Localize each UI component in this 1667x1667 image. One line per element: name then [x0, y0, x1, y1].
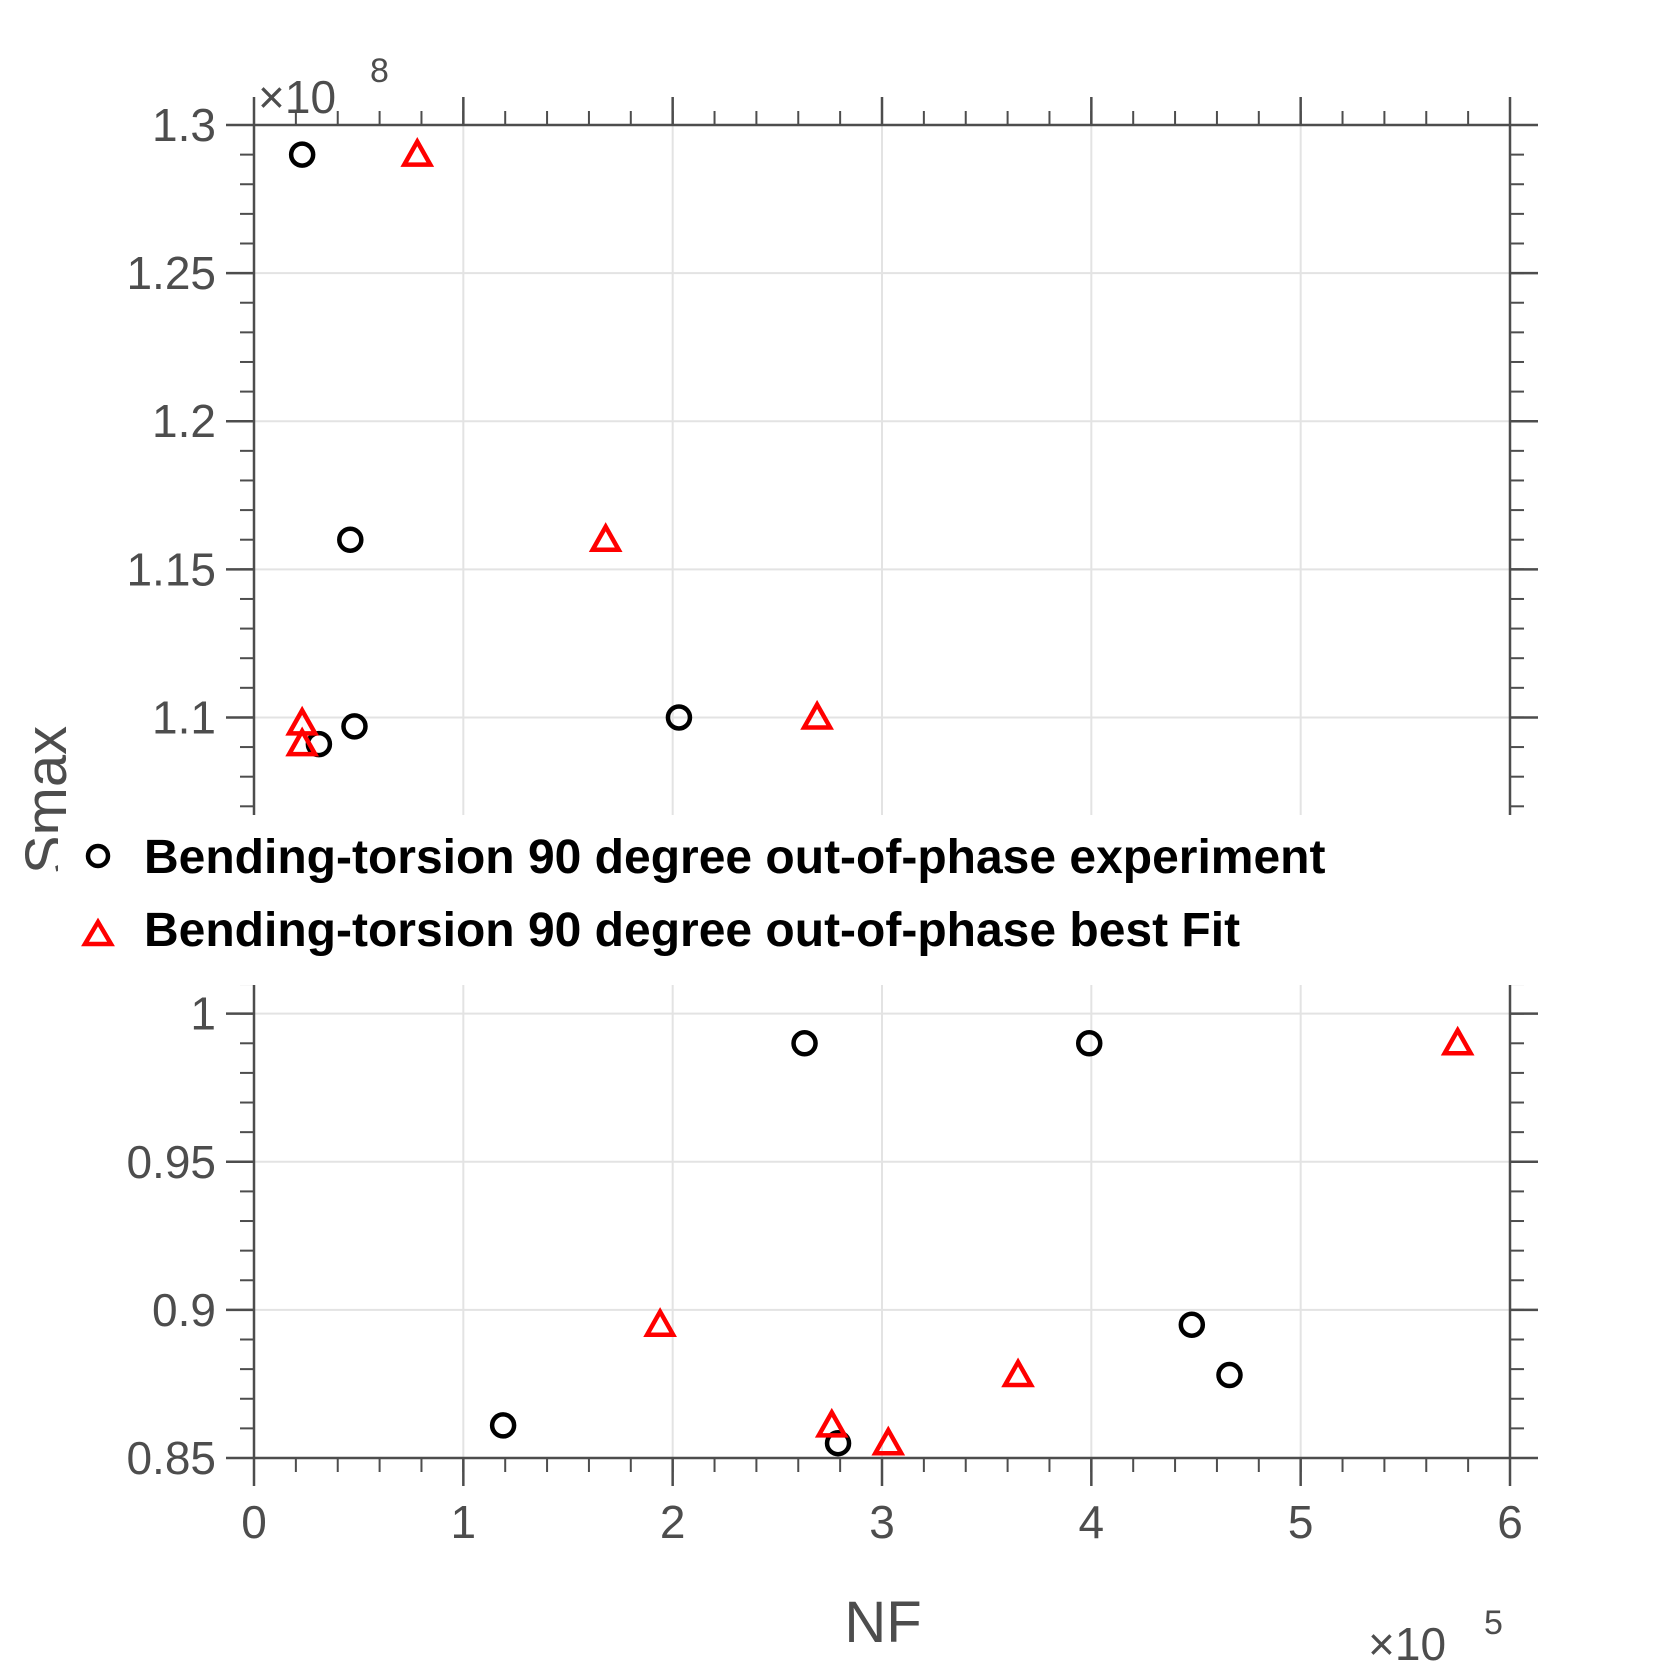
y-tick-label: 0.9 [152, 1284, 216, 1336]
best-fit-point [588, 522, 623, 552]
y-tick-label: 0.95 [126, 1136, 216, 1188]
experiment-point [489, 1412, 517, 1439]
experiment-point [1216, 1361, 1243, 1389]
best-fit-point [871, 1425, 906, 1456]
legend-item-best-fit: Bending-torsion 90 degree out-of-phase b… [144, 904, 1240, 957]
y-tick-label: 0.85 [126, 1432, 216, 1484]
tick-labels: 0 1 2 3 4 5 6 0.85 0.9 0.95 1 1.1 1.15 1.2 1.25 1.3 [126, 99, 1522, 1548]
x-exponent: ×10 5 [1368, 1604, 1503, 1667]
best-fit-point [814, 1407, 849, 1438]
best-fit-point [1440, 1025, 1475, 1056]
x-tick-label: 4 [1079, 1496, 1105, 1548]
x-axis-label: NF [844, 1590, 921, 1655]
y-exponent-power: 8 [370, 52, 389, 90]
data-points [285, 137, 1475, 1457]
experiment-point [824, 1429, 852, 1457]
x-exponent-base: ×10 [1368, 1618, 1446, 1667]
experiment-point [665, 704, 693, 731]
x-tick-label: 2 [660, 1496, 686, 1548]
legend-item-experiment: Bending-torsion 90 degree out-of-phase e… [144, 831, 1326, 884]
best-fit-point [400, 137, 435, 167]
experiment-point [337, 526, 364, 553]
best-fit-point [800, 699, 834, 730]
experiment-point [791, 1030, 818, 1057]
best-fit-point [643, 1307, 677, 1337]
best-fit-point [1001, 1357, 1035, 1388]
axes [226, 97, 1538, 1486]
y-tick-label: 1.25 [126, 247, 216, 299]
y-tick-label: 1.3 [152, 99, 216, 151]
x-tick-label: 3 [869, 1496, 895, 1548]
experiment-point [1075, 1030, 1103, 1057]
y-exponent-base: ×10 [258, 71, 336, 123]
y-tick-label: 1.2 [152, 395, 216, 447]
legend-box [58, 815, 1667, 985]
y-tick-label: 1 [190, 988, 216, 1040]
x-tick-label: 1 [451, 1496, 477, 1548]
x-exponent-power: 5 [1484, 1604, 1503, 1642]
x-tick-label: 5 [1288, 1496, 1314, 1548]
legend: Bending-torsion 90 degree out-of-phase e… [58, 815, 1667, 985]
legend-circle-marker [85, 843, 111, 869]
y-tick-label: 1.1 [152, 691, 216, 743]
experiment-point [288, 141, 316, 168]
grid [253, 124, 1511, 1459]
experiment-point [341, 713, 368, 740]
experiment-point [1178, 1311, 1206, 1338]
y-exponent: ×10 8 [258, 52, 389, 123]
legend-triangle-marker [81, 917, 115, 947]
x-tick-label: 0 [241, 1496, 267, 1548]
x-tick-label: 6 [1497, 1496, 1523, 1548]
best-fit-point [285, 726, 320, 757]
y-tick-label: 1.15 [126, 543, 216, 595]
